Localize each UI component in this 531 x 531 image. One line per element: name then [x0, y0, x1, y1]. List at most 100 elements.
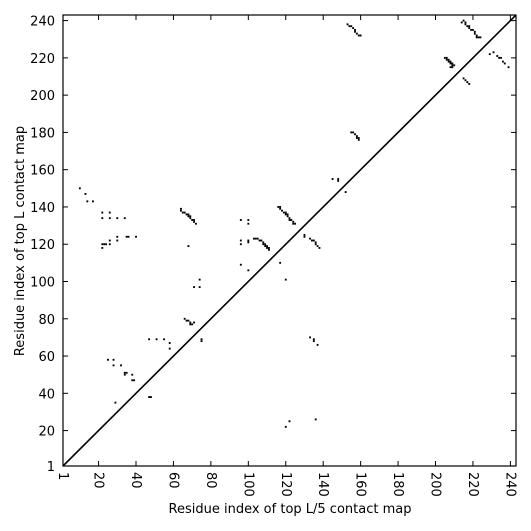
x-tick-label: 40 — [128, 472, 143, 489]
contact — [282, 211, 285, 214]
contact — [193, 220, 195, 223]
contact — [460, 21, 463, 24]
contact — [103, 243, 106, 246]
contact — [262, 243, 265, 246]
contact — [466, 81, 469, 84]
contact — [357, 34, 360, 37]
contact — [187, 319, 190, 322]
contact — [311, 239, 313, 242]
contact — [309, 237, 312, 240]
contact — [316, 245, 319, 248]
contact — [116, 235, 119, 238]
contact — [309, 336, 312, 339]
contact — [247, 222, 250, 225]
contact — [488, 53, 491, 56]
contact — [473, 30, 476, 33]
contact — [479, 36, 482, 39]
contact — [101, 243, 104, 246]
contact — [284, 213, 287, 216]
contact — [108, 243, 111, 246]
contact — [155, 338, 158, 341]
contact — [148, 396, 151, 398]
x-axis-label: Residue index of top L/5 contact map — [169, 502, 412, 517]
y-tick-label: 160 — [30, 164, 55, 179]
contact — [355, 135, 358, 138]
contact — [198, 278, 201, 281]
contact — [290, 219, 293, 221]
contact — [449, 60, 452, 63]
contact — [78, 187, 81, 190]
contact — [266, 245, 268, 248]
plot-frame — [62, 14, 517, 467]
contact — [148, 338, 151, 341]
contact — [252, 237, 255, 240]
contact — [281, 209, 283, 212]
contact — [312, 338, 315, 341]
contact — [101, 217, 104, 220]
contact — [114, 401, 117, 404]
contact — [193, 321, 195, 324]
x-tick-label: 100 — [240, 472, 255, 497]
contact — [462, 77, 465, 80]
y-tick-label: 40 — [38, 387, 55, 402]
y-tick-label: 120 — [30, 238, 55, 253]
contact — [468, 83, 471, 85]
contact — [286, 213, 289, 216]
contact — [449, 66, 452, 69]
y-tick-label: 220 — [30, 52, 55, 67]
contact — [316, 343, 319, 346]
contact — [183, 211, 186, 214]
contact — [288, 420, 291, 423]
contact — [355, 32, 358, 35]
contact — [101, 211, 104, 214]
contact — [108, 217, 111, 220]
contact — [303, 233, 306, 236]
contact — [344, 191, 347, 193]
contact — [279, 261, 282, 264]
contact — [292, 222, 295, 225]
y-tick-label: 140 — [30, 201, 55, 216]
contact — [168, 342, 171, 344]
y-tick-label: 20 — [38, 425, 55, 440]
contact — [449, 62, 452, 65]
contact — [464, 23, 467, 26]
contact — [150, 396, 152, 398]
y-axis-label: Residue index of top L contact map — [13, 126, 28, 356]
contact — [288, 219, 291, 221]
contact — [123, 371, 126, 374]
contact — [445, 56, 448, 59]
contact — [354, 30, 356, 33]
contact — [312, 239, 315, 242]
contact — [267, 248, 270, 251]
y-tick-label: 1 — [47, 460, 55, 475]
contact — [337, 178, 340, 180]
contact — [498, 56, 501, 59]
contact — [284, 425, 287, 428]
contact — [453, 64, 456, 67]
contact — [470, 28, 473, 31]
contact — [284, 278, 287, 281]
contact — [131, 379, 134, 382]
contact — [451, 66, 454, 69]
contact — [247, 239, 250, 242]
contact — [133, 379, 136, 382]
x-tick-label: 200 — [428, 472, 443, 497]
contact — [355, 137, 358, 139]
contact — [447, 58, 450, 61]
contact — [112, 358, 115, 361]
contact — [468, 27, 471, 29]
contact — [120, 364, 122, 367]
contact — [189, 215, 192, 218]
contact — [451, 62, 454, 65]
contact — [359, 34, 362, 37]
contact — [185, 319, 188, 322]
x-tick-label: 80 — [203, 472, 218, 489]
contact — [277, 206, 280, 208]
contact — [106, 358, 109, 361]
y-tick-label: 100 — [30, 276, 55, 291]
contact — [179, 209, 182, 212]
x-tick-label: 180 — [390, 472, 405, 497]
contact — [239, 243, 242, 246]
contact — [279, 207, 282, 210]
